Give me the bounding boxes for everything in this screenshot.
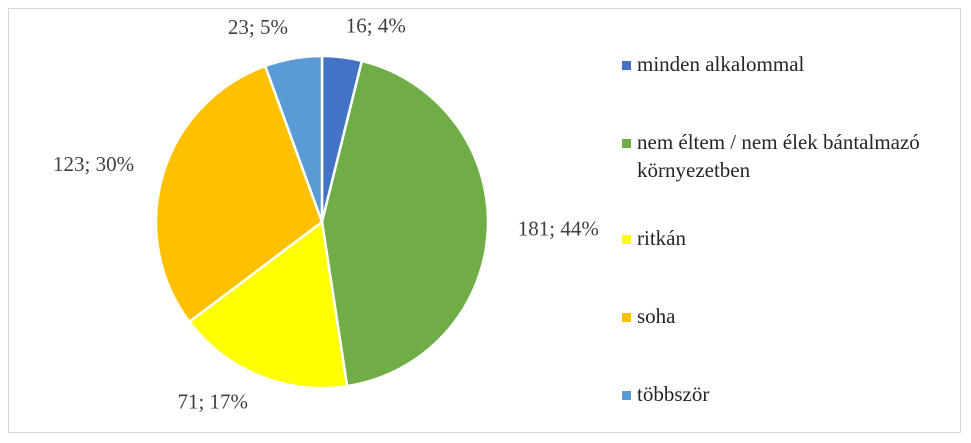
- pie-slice: [187, 219, 349, 390]
- legend-swatch: [622, 61, 631, 70]
- legend-item: ritkán: [622, 224, 957, 252]
- data-label: 23; 5%: [228, 15, 288, 39]
- data-label: 123; 30%: [53, 152, 134, 176]
- legend-item: minden alkalommal: [622, 50, 957, 78]
- data-label: 181; 44%: [518, 217, 599, 241]
- data-label: 71; 17%: [177, 389, 248, 413]
- legend-item: nem éltem / nem élek bántalmazó környeze…: [622, 128, 957, 184]
- data-label: 16; 4%: [346, 13, 406, 37]
- legend-swatch: [622, 139, 631, 148]
- legend-label: ritkán: [637, 226, 686, 250]
- chart-border: [8, 8, 961, 433]
- legend-label: nem éltem / nem élek bántalmazó környeze…: [637, 130, 920, 182]
- legend-swatch: [622, 235, 631, 244]
- pie-slice: [263, 54, 324, 223]
- pie-slice: [154, 64, 324, 324]
- legend-swatch: [622, 391, 631, 400]
- pie-slice: [320, 59, 490, 388]
- legend-item: többször: [622, 380, 957, 408]
- legend-label: minden alkalommal: [637, 52, 805, 76]
- legend-label: többször: [637, 382, 710, 406]
- legend-item: soha: [622, 302, 957, 330]
- legend-label: soha: [637, 304, 676, 328]
- legend-swatch: [622, 313, 631, 322]
